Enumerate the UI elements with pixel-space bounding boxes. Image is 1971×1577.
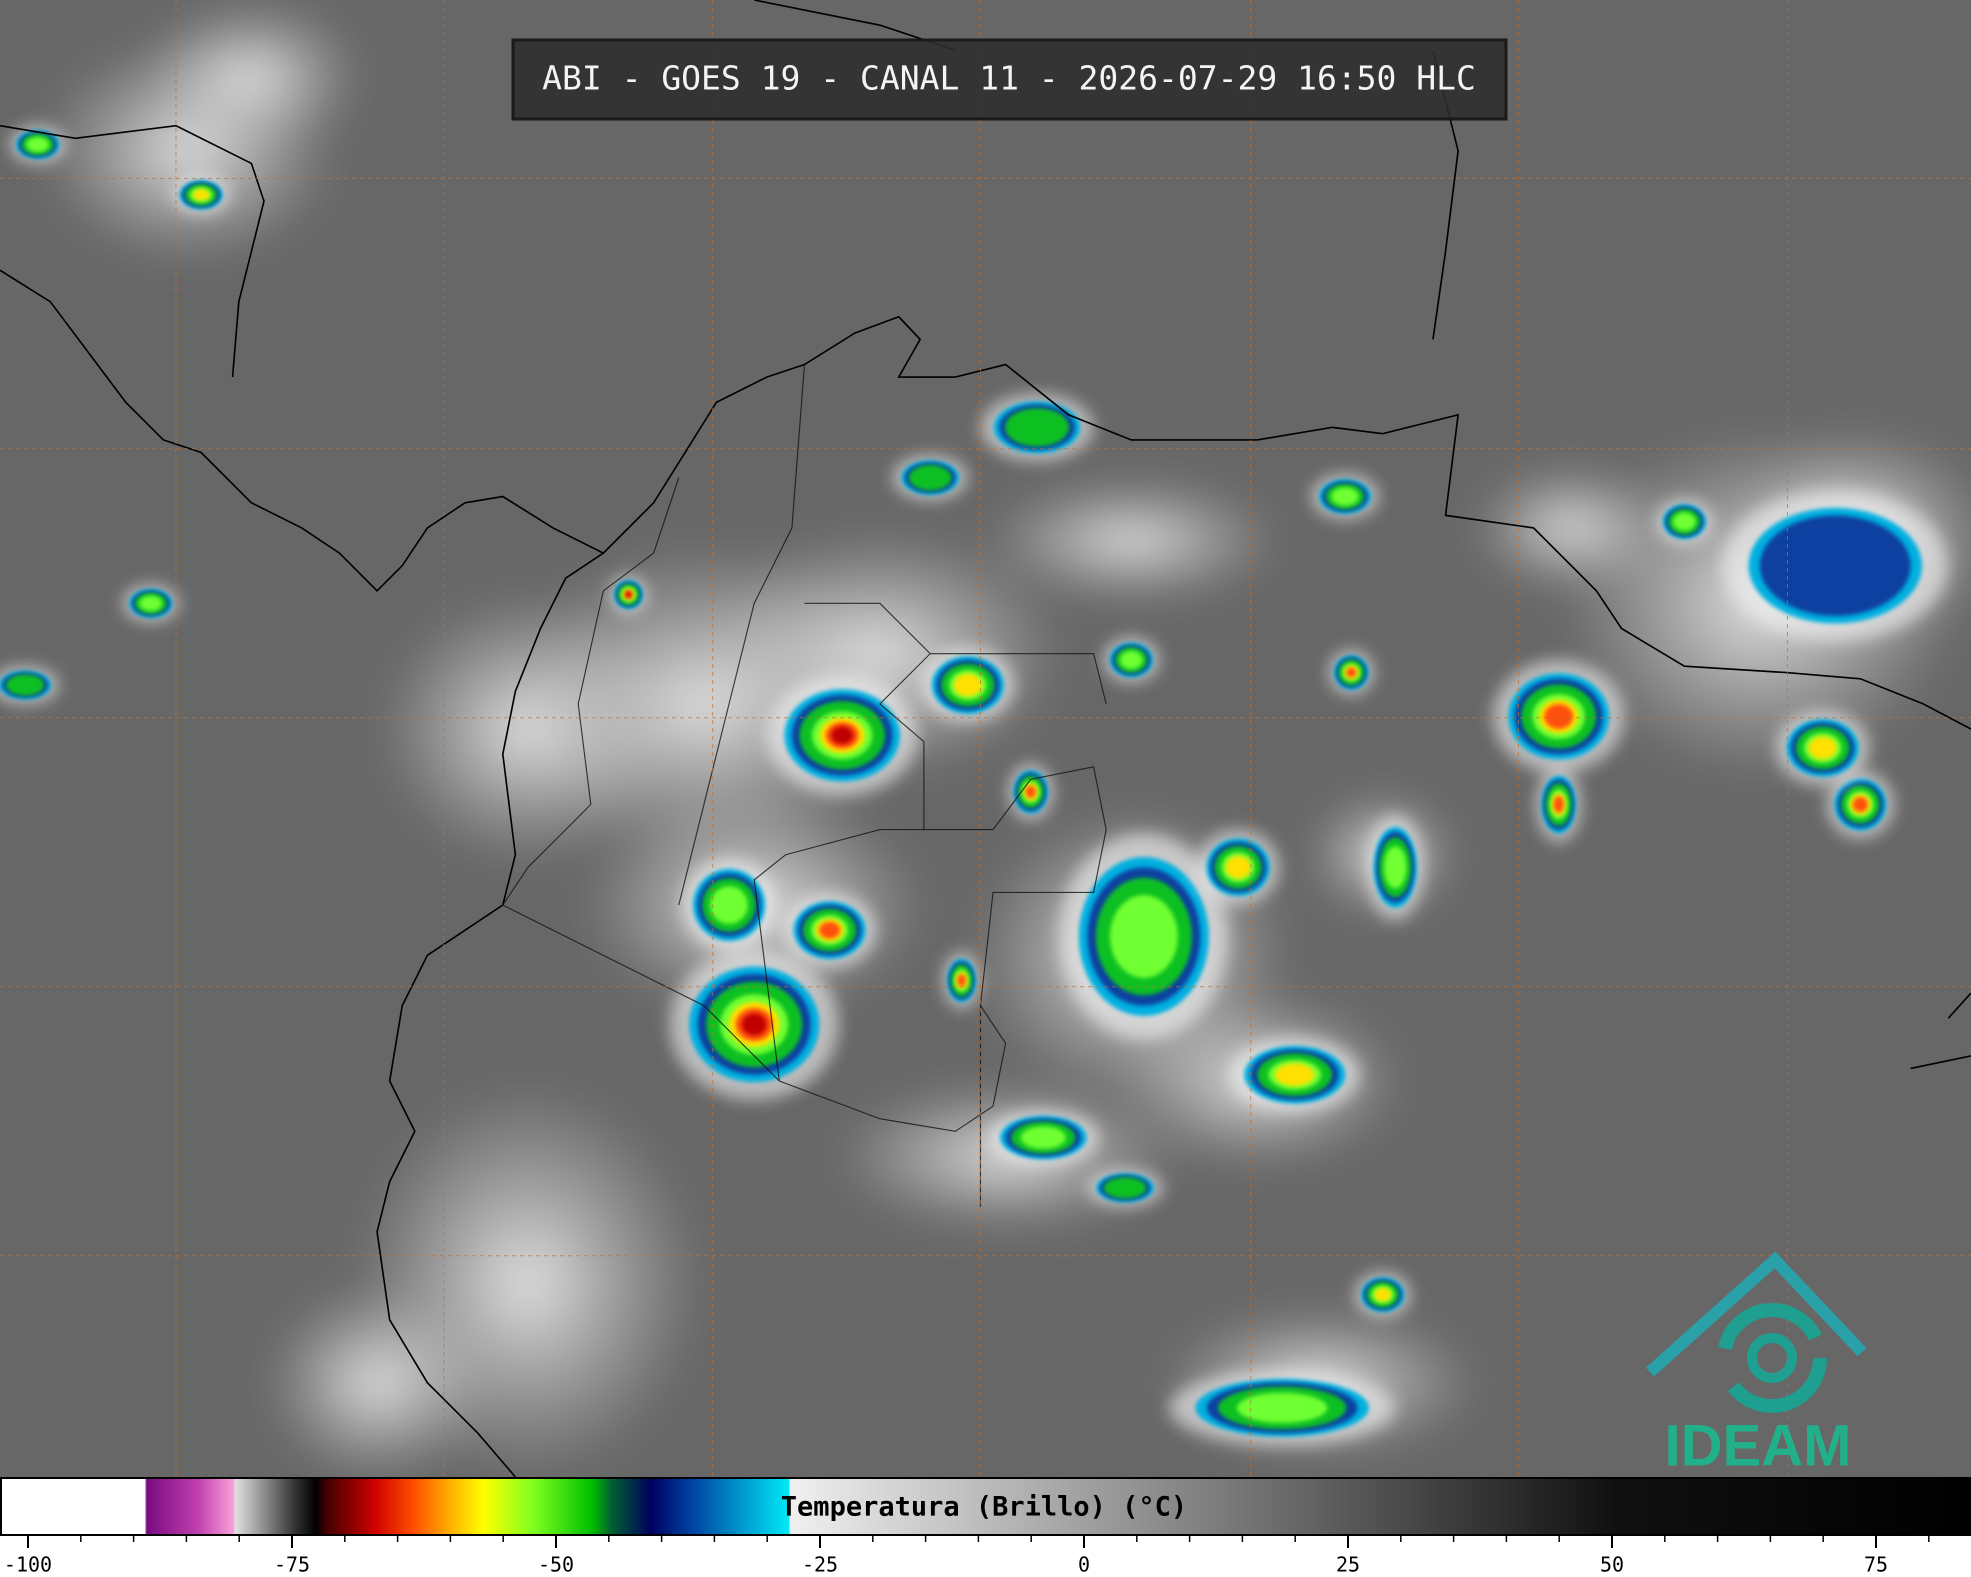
storm-cells	[0, 125, 1949, 1446]
storm-cell	[1020, 1126, 1066, 1149]
storm-cell	[5, 674, 45, 696]
logo-text: IDEAM	[1665, 1413, 1852, 1478]
logo-swirl	[1717, 1303, 1827, 1413]
coastlines	[0, 0, 1971, 1070]
storm-cell	[1346, 667, 1357, 678]
storm-cell	[1103, 1177, 1147, 1199]
title-box	[511, 38, 1508, 121]
borders	[501, 364, 1107, 1207]
storm-cell	[1004, 408, 1070, 447]
storm-cell	[1119, 650, 1143, 669]
storm-cell	[1225, 856, 1251, 879]
storm-cell	[831, 726, 854, 745]
tick-label: 75	[1864, 1553, 1888, 1577]
storm-cell	[1673, 512, 1696, 531]
storm-cell	[1374, 1287, 1392, 1302]
storm-cell	[710, 886, 748, 924]
storm-cell	[741, 1013, 767, 1036]
colorbar-label: Temperatura (Brillo) (°C)	[781, 1492, 1187, 1523]
tick-label: 25	[1336, 1553, 1360, 1577]
storm-cell	[953, 673, 983, 697]
graticule	[0, 0, 1971, 1477]
cloud	[980, 477, 1283, 604]
cloud	[263, 1282, 491, 1484]
tick-label: 50	[1600, 1553, 1624, 1577]
storm-cell	[1331, 487, 1359, 506]
cloud	[138, 0, 365, 151]
cloud	[1470, 465, 1672, 591]
tick-label: -25	[802, 1553, 838, 1577]
storm-cell	[1808, 736, 1837, 760]
tick-label: 0	[1078, 1553, 1090, 1577]
tick-label: -75	[274, 1553, 310, 1577]
storm-cell	[1852, 797, 1868, 812]
tick-label: -50	[538, 1553, 574, 1577]
storm-cell	[908, 464, 952, 491]
tick-label: -100	[4, 1553, 52, 1577]
storm-cell	[26, 137, 50, 153]
title: ABI - GOES 19 - CANAL 11 - 2026-07-29 16…	[542, 59, 1476, 98]
storm-cell	[957, 974, 966, 987]
storm-cell	[1544, 704, 1574, 729]
colorbar-ticks: -100 -75 -50 -25 0 25 50 75	[4, 1535, 1930, 1577]
logo-roof	[1645, 1251, 1867, 1377]
storm-cell	[1025, 785, 1036, 799]
storm-cell	[1553, 796, 1564, 813]
colorbar	[0, 1477, 1971, 1536]
storm-cell	[1759, 515, 1911, 616]
storm-cell	[1274, 1063, 1315, 1087]
storm-cell	[819, 921, 840, 939]
logo: IDEAM	[1645, 1251, 1867, 1478]
storm-cell	[625, 591, 632, 598]
storm-cell	[1236, 1392, 1328, 1423]
storm-cell	[192, 189, 210, 201]
logo-eye	[1747, 1333, 1797, 1383]
storm-cell	[1383, 846, 1407, 889]
storm-cell	[1109, 894, 1178, 978]
storm-cell	[139, 595, 163, 611]
